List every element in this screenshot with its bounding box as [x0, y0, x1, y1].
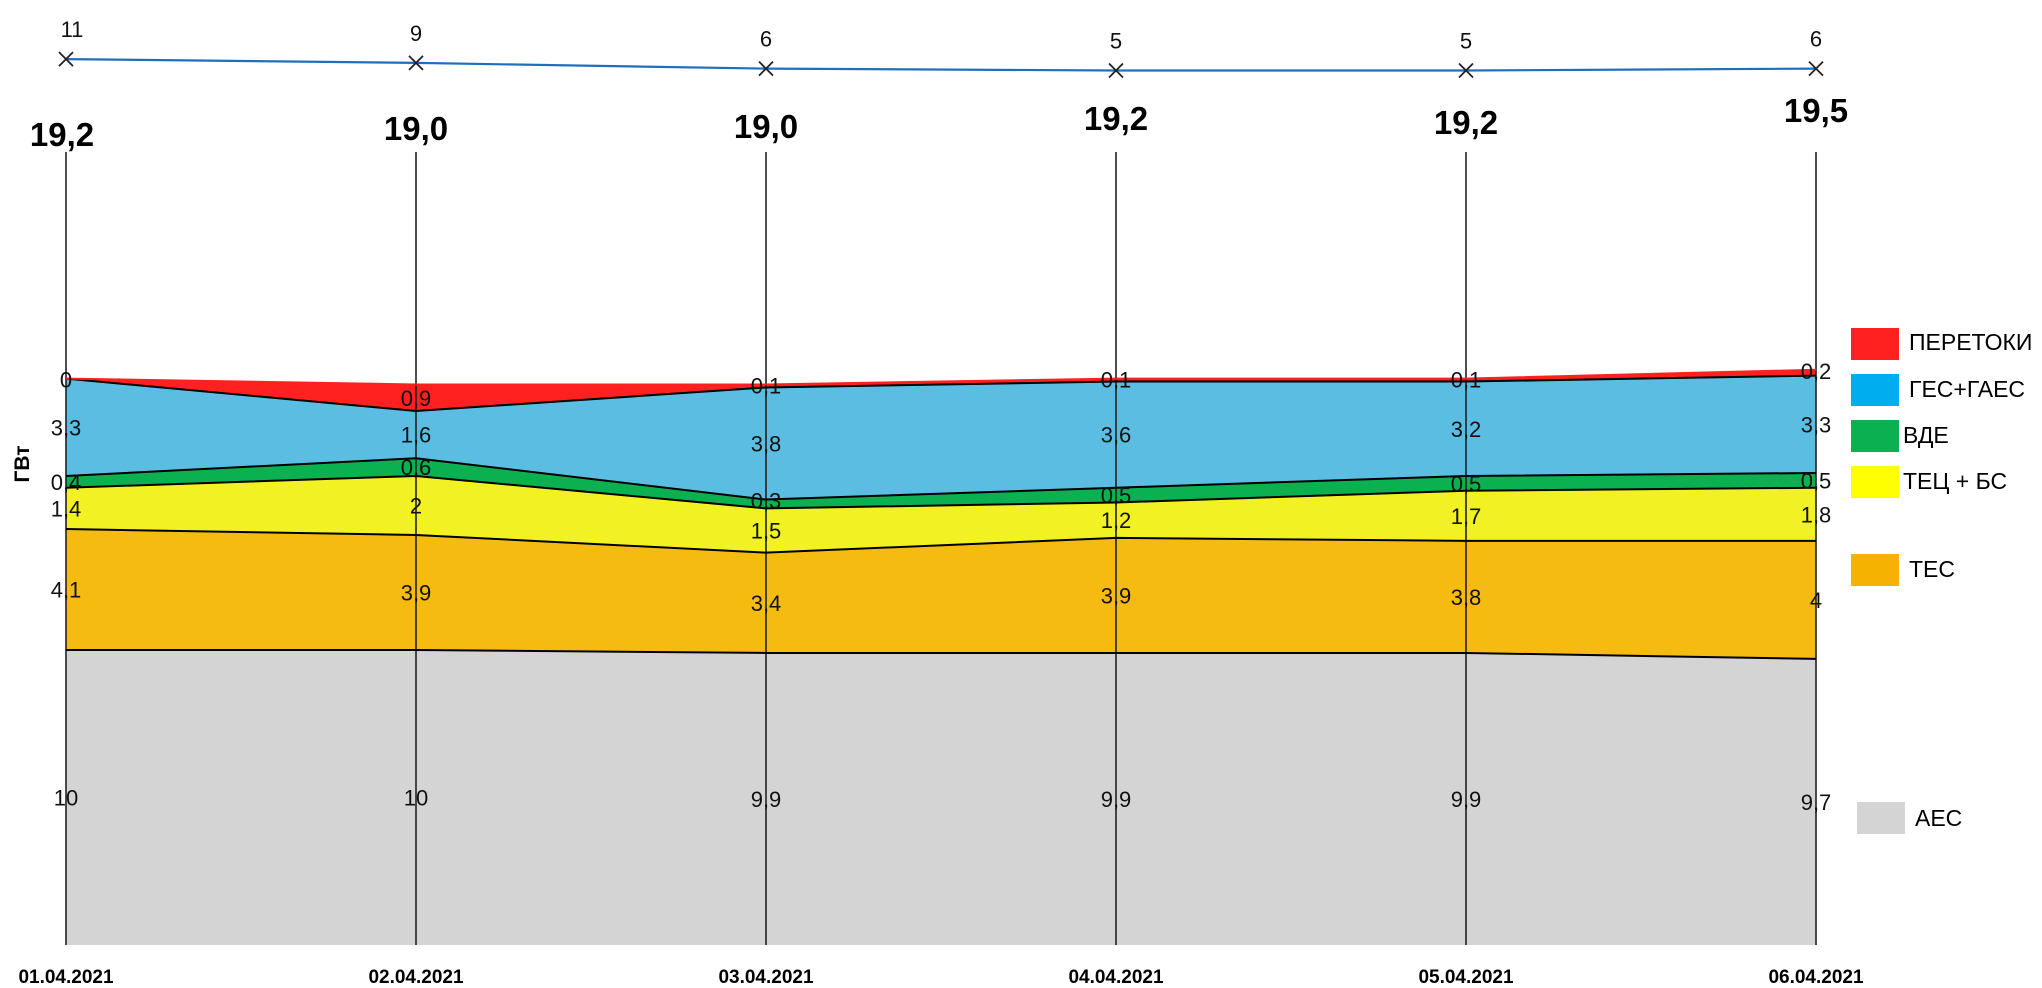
data-label-аес-5: 9,9 — [1451, 787, 1482, 812]
y-axis-label: ГВт — [11, 445, 34, 482]
legend-label-перетоки: ПЕРЕТОКИ — [1909, 329, 2032, 355]
total-label-4: 19,2 — [1084, 100, 1148, 137]
data-label-вде-3: 0,3 — [751, 489, 782, 514]
top-line-label-1: 11 — [61, 17, 84, 42]
total-label-5: 19,2 — [1434, 104, 1498, 141]
data-label-гес-гаес-4: 3,6 — [1101, 423, 1132, 448]
legend-label-тец-бс: ТЕЦ + БС — [1903, 468, 2007, 494]
data-label-аес-2: 10 — [404, 786, 428, 811]
boundary-гес-гаес — [65, 374, 1817, 413]
data-label-тес-1: 4,1 — [51, 578, 82, 603]
area-тес — [66, 529, 1816, 659]
data-label-перетоки-2: 0,9 — [401, 386, 432, 411]
top-line-label-3: 6 — [760, 27, 772, 52]
legend-label-аес: АЕС — [1915, 805, 1962, 831]
x-tick-label-2: 02.04.2021 — [368, 967, 464, 988]
data-label-гес-гаес-6: 3,3 — [1801, 412, 1832, 437]
area-layers — [66, 369, 1816, 945]
boundary-тец-бс — [65, 474, 1817, 510]
data-label-тец-бс-6: 1,8 — [1801, 502, 1832, 527]
legend-swatch-перетоки — [1851, 328, 1899, 360]
data-label-вде-4: 0,5 — [1101, 483, 1132, 508]
data-label-перетоки-5: 0,1 — [1451, 368, 1482, 393]
data-label-аес-1: 10 — [54, 786, 78, 811]
top-line-label-4: 5 — [1110, 29, 1122, 54]
data-label-тец-бс-3: 1,5 — [751, 519, 782, 544]
data-label-перетоки-1: 0 — [60, 368, 72, 393]
data-label-тес-5: 3,8 — [1451, 585, 1482, 610]
legend-swatch-гес-гаес — [1851, 374, 1899, 406]
total-label-1: 19,2 — [30, 116, 94, 153]
boundary-аес — [66, 649, 1817, 660]
area-тец-бс — [66, 475, 1816, 553]
area-вде — [66, 458, 1816, 509]
boundary-тес — [65, 528, 1816, 554]
data-label-аес-6: 9,7 — [1801, 790, 1832, 815]
area-boundaries — [65, 368, 1817, 660]
top-line-marker-4 — [1108, 62, 1124, 79]
data-label-тец-бс-1: 1,4 — [51, 496, 82, 521]
legend-label-тес: ТЕС — [1909, 556, 1955, 582]
data-label-перетоки-6: 0,2 — [1801, 359, 1832, 384]
data-label-перетоки-4: 0,1 — [1101, 368, 1132, 393]
top-line-series: 11 9 6 5 5 6 — [58, 17, 1824, 79]
x-tick-label-4: 04.04.2021 — [1068, 967, 1164, 988]
legend: ПЕРЕТОКИ ГЕС+ГАЕС ВДЕ ТЕЦ + БС ТЕС АЕС — [1851, 328, 2032, 834]
data-label-гес-гаес-1: 3,3 — [51, 415, 82, 440]
total-labels: 19,2 19,0 19,0 19,2 19,2 19,5 — [30, 92, 1848, 153]
legend-label-гес-гаес: ГЕС+ГАЕС — [1909, 376, 2025, 402]
boundary-вде — [65, 457, 1817, 501]
data-label-тец-бс-4: 1,2 — [1101, 508, 1132, 533]
area-аес — [66, 650, 1816, 945]
data-label-вде-6: 0,5 — [1801, 468, 1832, 493]
data-label-аес-3: 9,9 — [751, 787, 782, 812]
top-line-label-5: 5 — [1460, 29, 1472, 54]
top-line-marker-1 — [58, 51, 74, 67]
legend-swatch-тец-бс — [1851, 466, 1899, 498]
top-line — [65, 58, 1817, 72]
legend-swatch-тес — [1851, 554, 1899, 586]
data-label-вде-1: 0,4 — [51, 470, 82, 495]
legend-label-вде: ВДЕ — [1903, 422, 1949, 448]
x-tick-label-5: 05.04.2021 — [1418, 967, 1514, 988]
data-label-тец-бс-5: 1,7 — [1451, 504, 1482, 529]
legend-swatch-аес — [1857, 802, 1905, 834]
total-label-2: 19,0 — [384, 110, 448, 147]
top-line-marker-2 — [408, 55, 424, 71]
area-перетоки — [66, 369, 1816, 412]
legend-swatch-вде — [1851, 420, 1899, 452]
data-label-вде-2: 0,6 — [401, 455, 432, 480]
category-lines — [65, 152, 1817, 945]
data-label-вде-5: 0,5 — [1451, 471, 1482, 496]
x-tick-label-3: 03.04.2021 — [718, 967, 814, 988]
top-line-label-6: 6 — [1810, 27, 1822, 52]
data-labels: 10 10 9,9 9,9 9,9 9,7 4,1 3,9 3,4 3,9 3,8 4 1,4 2 1,5 1… — [51, 359, 1832, 815]
total-label-6: 19,5 — [1784, 92, 1848, 129]
boundary-перетоки — [65, 368, 1817, 386]
data-label-гес-гаес-2: 1,6 — [401, 423, 432, 448]
data-label-перетоки-3: 0,1 — [751, 374, 782, 399]
data-label-тес-4: 3,9 — [1101, 583, 1132, 608]
x-tick-labels: 01.04.2021 02.04.2021 03.04.2021 04.04.2021… — [18, 967, 1864, 988]
data-label-тес-3: 3,4 — [751, 591, 782, 616]
data-label-аес-4: 9,9 — [1101, 787, 1132, 812]
total-label-3: 19,0 — [734, 108, 798, 145]
data-label-тец-бс-2: 2 — [410, 493, 422, 518]
x-tick-label-1: 01.04.2021 — [18, 967, 114, 988]
top-line-label-2: 9 — [410, 21, 422, 46]
data-label-тес-2: 3,9 — [401, 580, 432, 605]
data-label-гес-гаес-5: 3,2 — [1451, 417, 1482, 442]
data-label-гес-гаес-3: 3,8 — [751, 432, 782, 457]
data-label-тес-6: 4 — [1810, 588, 1822, 613]
top-line-marker-6 — [1808, 60, 1824, 77]
top-line-marker-5 — [1458, 62, 1474, 79]
x-tick-label-6: 06.04.2021 — [1768, 967, 1864, 988]
top-line-marker-3 — [758, 60, 774, 77]
